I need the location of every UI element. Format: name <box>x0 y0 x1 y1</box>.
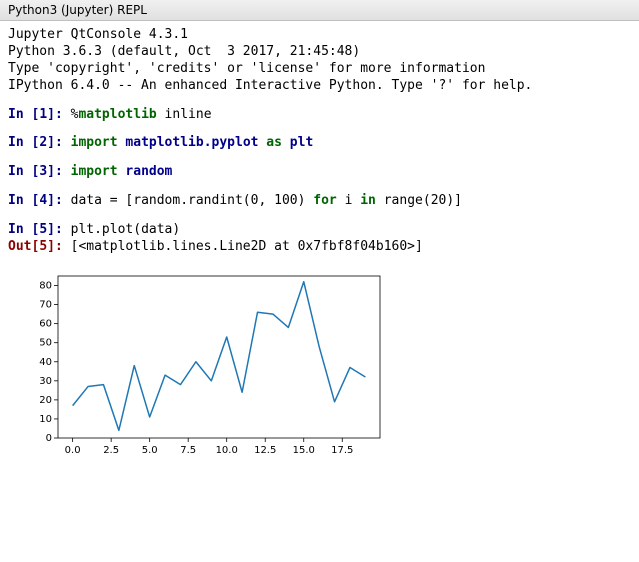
svg-text:80: 80 <box>39 280 52 291</box>
keyword-import: import <box>71 135 126 150</box>
console-area[interactable]: Jupyter QtConsole 4.3.1 Python 3.6.3 (de… <box>0 21 639 478</box>
banner-line: Type 'copyright', 'credits' or 'license'… <box>8 61 485 76</box>
in-prompt: In [ <box>8 193 39 208</box>
banner-line: Python 3.6.3 (default, Oct 3 2017, 21:45… <box>8 44 360 59</box>
svg-text:40: 40 <box>39 357 52 368</box>
code-lhs: data = [random.randint( <box>71 193 251 208</box>
svg-text:0: 0 <box>46 433 52 444</box>
in-prompt-num: 2 <box>39 135 47 150</box>
call-range: range( <box>376 193 431 208</box>
keyword-for: for <box>313 193 336 208</box>
loop-var: i <box>337 193 360 208</box>
svg-text:2.5: 2.5 <box>103 445 119 456</box>
svg-text:10.0: 10.0 <box>216 445 238 456</box>
rparen: ) <box>298 193 314 208</box>
svg-text:0.0: 0.0 <box>65 445 81 456</box>
keyword-as: as <box>258 135 289 150</box>
out-prompt: Out[ <box>8 239 39 254</box>
svg-text:20: 20 <box>39 395 52 406</box>
in-prompt: In [ <box>8 164 39 179</box>
literal-num: 100 <box>274 193 297 208</box>
line-chart-svg: 0 10 20 30 40 50 60 70 80 0.0 2.5 5.0 7.5 10.0 12.5 15.… <box>20 266 390 466</box>
cell-4: In [4]: data = [random.randint(0, 100) f… <box>8 193 631 210</box>
svg-text:5.0: 5.0 <box>142 445 158 456</box>
in-prompt-num: 1 <box>39 107 47 122</box>
in-prompt-close: ]: <box>47 164 70 179</box>
svg-text:60: 60 <box>39 319 52 330</box>
window-titlebar: Python3 (Jupyter) REPL <box>0 0 639 21</box>
in-prompt: In [ <box>8 222 39 237</box>
in-prompt-num: 4 <box>39 193 47 208</box>
code-plot: plt.plot(data) <box>71 222 181 237</box>
cell-5: In [5]: plt.plot(data) Out[5]: [<matplot… <box>8 222 631 256</box>
svg-text:12.5: 12.5 <box>254 445 276 456</box>
magic-arg: inline <box>157 107 212 122</box>
cell-1: In [1]: %matplotlib inline <box>8 107 631 124</box>
svg-text:10: 10 <box>39 414 52 425</box>
svg-text:50: 50 <box>39 338 52 349</box>
in-prompt-close: ]: <box>47 135 70 150</box>
alias-name: plt <box>290 135 313 150</box>
banner-line: Jupyter QtConsole 4.3.1 <box>8 27 188 42</box>
svg-text:17.5: 17.5 <box>331 445 353 456</box>
code-end: )] <box>446 193 462 208</box>
literal-num: 20 <box>431 193 447 208</box>
keyword-import: import <box>71 164 126 179</box>
in-prompt: In [ <box>8 107 39 122</box>
in-prompt: In [ <box>8 135 39 150</box>
in-prompt-close: ]: <box>47 193 70 208</box>
module-name: random <box>125 164 172 179</box>
svg-text:15.0: 15.0 <box>293 445 315 456</box>
svg-text:7.5: 7.5 <box>180 445 196 456</box>
out-prompt-num: 5 <box>39 239 47 254</box>
cell-3: In [3]: import random <box>8 164 631 181</box>
window-title: Python3 (Jupyter) REPL <box>8 3 147 17</box>
banner: Jupyter QtConsole 4.3.1 Python 3.6.3 (de… <box>8 27 631 95</box>
comma: , <box>258 193 274 208</box>
out-text: [<matplotlib.lines.Line2D at 0x7fbf8f04b… <box>71 239 423 254</box>
in-prompt-close: ]: <box>47 107 70 122</box>
in-prompt-close: ]: <box>47 222 70 237</box>
module-name: matplotlib.pyplot <box>125 135 258 150</box>
banner-line: IPython 6.4.0 -- An enhanced Interactive… <box>8 78 532 93</box>
in-prompt-num: 3 <box>39 164 47 179</box>
in-prompt-num: 5 <box>39 222 47 237</box>
svg-text:30: 30 <box>39 376 52 387</box>
magic-name: matplotlib <box>78 107 156 122</box>
inline-chart: 0 10 20 30 40 50 60 70 80 0.0 2.5 5.0 7.5 10.0 12.5 15.… <box>20 266 631 472</box>
cell-2: In [2]: import matplotlib.pyplot as plt <box>8 135 631 152</box>
svg-text:70: 70 <box>39 299 52 310</box>
keyword-in: in <box>360 193 376 208</box>
out-prompt-close: ]: <box>47 239 70 254</box>
